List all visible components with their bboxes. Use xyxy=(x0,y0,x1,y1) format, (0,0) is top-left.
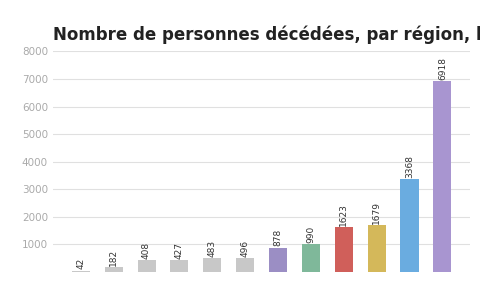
Text: 6918: 6918 xyxy=(438,57,447,80)
Text: 496: 496 xyxy=(240,240,250,257)
Text: 990: 990 xyxy=(306,226,315,243)
Bar xyxy=(433,81,451,272)
Bar xyxy=(302,245,320,272)
Text: 3368: 3368 xyxy=(405,155,414,178)
Text: 1623: 1623 xyxy=(339,203,348,226)
Text: 878: 878 xyxy=(274,229,283,247)
Text: Nombre de personnes décédées, par région, le 24 mai: Nombre de personnes décédées, par région… xyxy=(53,26,480,44)
Text: 42: 42 xyxy=(76,258,85,269)
Bar xyxy=(400,179,419,272)
Text: 1679: 1679 xyxy=(372,201,381,225)
Bar xyxy=(137,261,156,272)
Bar xyxy=(335,227,353,272)
Bar xyxy=(105,267,123,272)
Bar xyxy=(236,258,254,272)
Text: 483: 483 xyxy=(208,240,217,257)
Bar xyxy=(269,247,287,272)
Text: 427: 427 xyxy=(175,242,184,259)
Text: 408: 408 xyxy=(142,242,151,259)
Bar xyxy=(203,259,221,272)
Bar xyxy=(170,260,189,272)
Bar xyxy=(72,271,90,272)
Bar xyxy=(368,225,386,272)
Text: 182: 182 xyxy=(109,249,118,266)
